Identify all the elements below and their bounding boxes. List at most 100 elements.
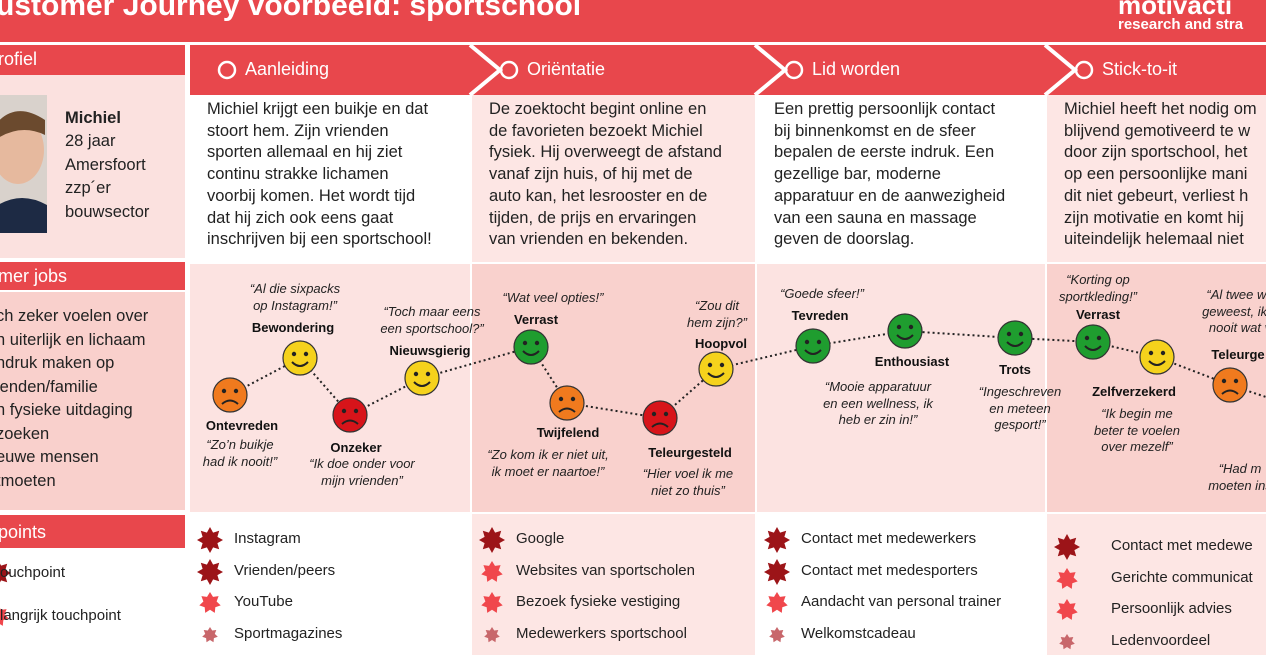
mouth bbox=[413, 381, 431, 387]
eye bbox=[570, 396, 576, 402]
touchpoint-star bbox=[1056, 599, 1078, 620]
emotion-curve bbox=[229, 329, 1266, 420]
quote-line: “Mooie apparatuur bbox=[824, 379, 932, 394]
quote-line: “Al die sixpacks bbox=[249, 281, 341, 296]
eye bbox=[707, 362, 713, 368]
touchpoint-star bbox=[197, 559, 223, 585]
profile-detail: zzp´er bbox=[65, 179, 111, 197]
touchpoint-star bbox=[481, 561, 503, 582]
emotion-label: Onzeker bbox=[330, 440, 382, 455]
eye bbox=[1096, 335, 1102, 341]
emotion-face bbox=[212, 377, 248, 413]
mouth bbox=[1084, 345, 1102, 351]
eye bbox=[896, 324, 902, 330]
job-item: zoeken bbox=[0, 424, 50, 443]
stage-icon bbox=[784, 60, 804, 80]
emotion-face bbox=[1139, 339, 1175, 375]
quote-line: gesport!” bbox=[994, 417, 1046, 432]
mouth bbox=[522, 350, 540, 356]
touchpoint: Websites van sportscholen bbox=[516, 562, 695, 579]
emotion-face bbox=[887, 313, 923, 349]
touchpoint-star bbox=[0, 563, 11, 583]
face bbox=[1075, 324, 1111, 360]
quote-line: over mezelf” bbox=[1101, 439, 1173, 454]
stage-title: Oriëntatie bbox=[527, 59, 606, 79]
quote-line: “Goede sfeer!” bbox=[780, 286, 864, 301]
jobs-header: mer jobs bbox=[0, 262, 185, 290]
touchpoint: Google bbox=[516, 530, 565, 547]
stage-icon bbox=[1074, 60, 1094, 80]
photo bbox=[0, 95, 47, 233]
eye bbox=[804, 339, 810, 345]
emotion-quote: “Al die sixpacks op Instagram!” bbox=[250, 281, 340, 314]
emotion-quote: “Goede sfeer!” bbox=[780, 286, 864, 303]
emotion-label: Trots bbox=[999, 362, 1031, 377]
eye bbox=[1160, 350, 1166, 356]
touchpoint: Vrienden/peers bbox=[234, 562, 336, 579]
quote-line: hem zijn?” bbox=[687, 314, 747, 330]
description-line: continu strakke lichamen bbox=[207, 165, 389, 184]
emotion-face bbox=[404, 360, 440, 396]
mouth bbox=[707, 372, 725, 378]
description-line: bepalen de eerste indruk. Een bbox=[774, 143, 995, 162]
description-line: gezellige bar, moderne bbox=[774, 165, 941, 184]
touchpoints-header: points bbox=[0, 515, 185, 548]
touchpoint-bg bbox=[757, 514, 1045, 655]
stage-description: Een prettig persoonlijk contact bij binne… bbox=[774, 99, 1005, 251]
emotion-face bbox=[549, 385, 585, 421]
eye bbox=[1006, 331, 1012, 337]
emotion-quote: “Ik begin me beter te voelen over mezelf” bbox=[1094, 406, 1180, 456]
legend-item: langrijk touchpoint bbox=[0, 607, 121, 624]
quote-line: sportkleding!” bbox=[1058, 288, 1138, 304]
description-line: De zoektocht begint online en bbox=[489, 100, 707, 118]
description-line: auto kan, het lesrooster en de bbox=[489, 186, 708, 205]
quote-line: “Zou dit bbox=[694, 298, 740, 313]
emotion-face bbox=[282, 340, 318, 376]
emotion-label: Twijfelend bbox=[536, 425, 600, 440]
description-line: Michiel heeft het nodig om bbox=[1064, 100, 1257, 118]
profile-title: rofiel bbox=[0, 49, 38, 69]
header-bar bbox=[0, 0, 1266, 42]
emotion-bg bbox=[472, 264, 755, 512]
quote-line: “Zo kom ik er niet uit, bbox=[487, 447, 609, 462]
quote-line: niet zo thuis” bbox=[651, 482, 725, 498]
stage-description: De zoektocht begint online en de favoriet… bbox=[489, 99, 722, 251]
description-line: van een sauna en massage bbox=[774, 208, 977, 227]
touchpoint: YouTube bbox=[234, 593, 293, 610]
quote-line: heb er zin in!” bbox=[838, 412, 918, 427]
emotion-face bbox=[698, 351, 734, 387]
description-bg bbox=[757, 95, 1045, 262]
touchpoint: Welkomstcadeau bbox=[801, 625, 916, 642]
touchpoint-star bbox=[481, 592, 503, 613]
emotion-label: Zelfverzekerd bbox=[1092, 384, 1176, 399]
job-item: n fysieke uitdaging bbox=[0, 401, 133, 419]
emotion-quote: “Wat veel opties!” bbox=[503, 290, 604, 307]
eye bbox=[1084, 335, 1090, 341]
face bbox=[332, 397, 368, 433]
stage-icon bbox=[217, 60, 237, 80]
quote-line: nooit wat v bbox=[1208, 320, 1266, 335]
touchpoint-bg bbox=[472, 514, 755, 655]
emotion-label: Tevreden bbox=[791, 308, 849, 323]
mouth bbox=[896, 334, 914, 340]
job-item: euwe mensen bbox=[0, 448, 99, 466]
touchpoint: Gerichte communicat bbox=[1111, 569, 1253, 586]
description-line: sporten allemaal en hij ziet bbox=[207, 143, 403, 162]
description-line: blijvend gemotiveerd te w bbox=[1064, 121, 1251, 140]
description-line: op een persoonlijke mani bbox=[1064, 165, 1248, 184]
quote-line: “Had m bbox=[1218, 461, 1262, 476]
emotion-bg bbox=[757, 264, 1045, 512]
emotion-face bbox=[1075, 324, 1111, 360]
face bbox=[1212, 367, 1248, 403]
eye bbox=[522, 340, 528, 346]
eye bbox=[353, 408, 359, 414]
description-bg bbox=[472, 95, 755, 262]
description-line: Een prettig persoonlijk contact bbox=[774, 100, 996, 118]
emotion-label: Bewondering bbox=[251, 320, 335, 335]
emotion-label: Verrast bbox=[1075, 307, 1121, 322]
touchpoint-star bbox=[199, 592, 221, 613]
touchpoints-title: points bbox=[0, 522, 47, 542]
description-line: uiteindelijk helemaal niet bbox=[1064, 230, 1244, 249]
quote-line: een sportschool?” bbox=[380, 320, 484, 336]
